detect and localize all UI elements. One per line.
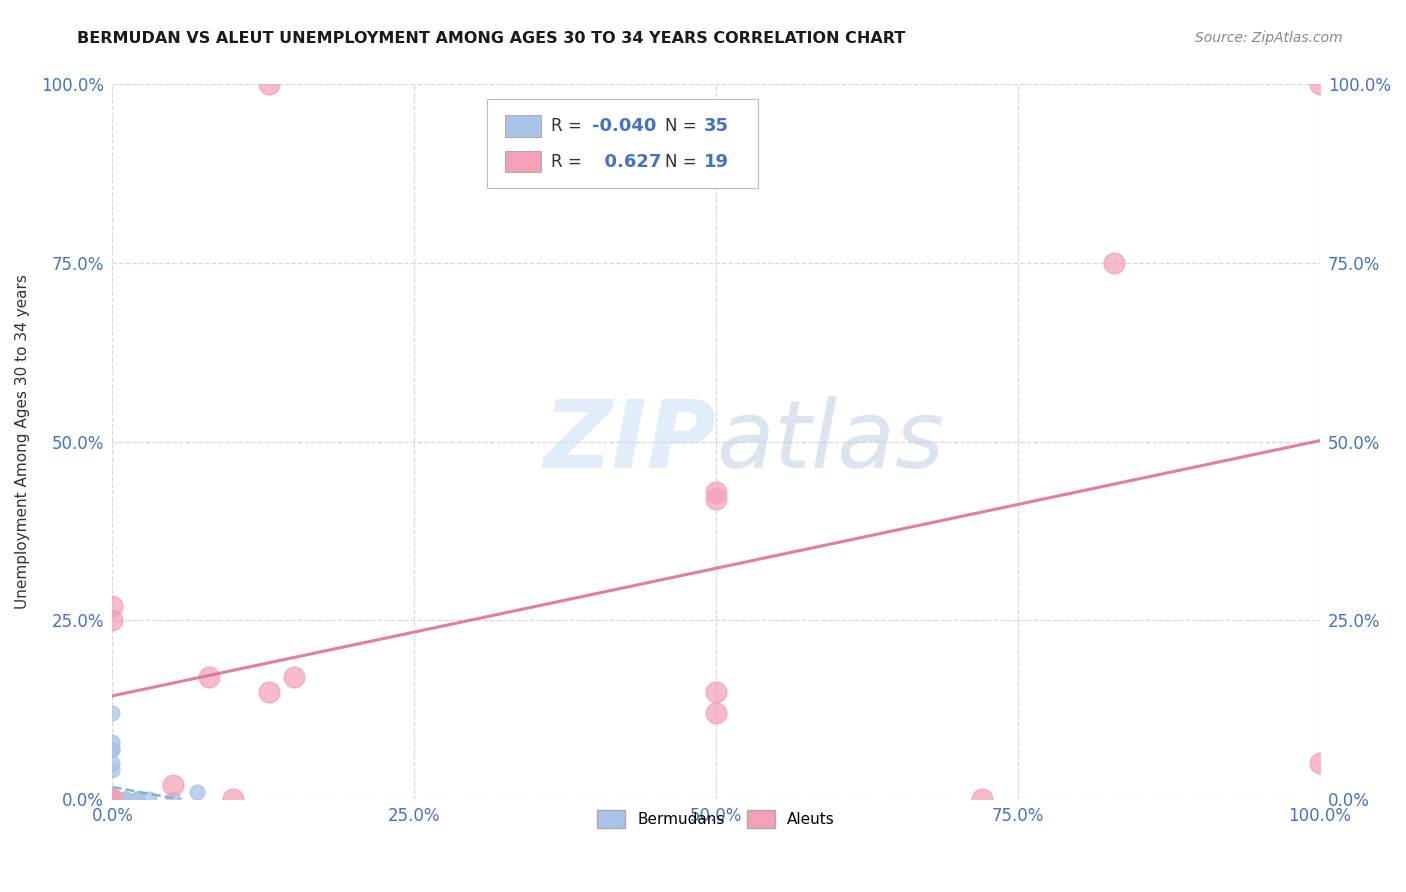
Point <box>101 613 124 627</box>
Point <box>114 792 136 806</box>
Point <box>101 792 124 806</box>
FancyBboxPatch shape <box>505 115 541 136</box>
Point <box>101 734 124 748</box>
Point <box>101 756 124 771</box>
Text: atlas: atlas <box>716 396 945 487</box>
Point <box>101 741 124 756</box>
Point <box>101 792 124 806</box>
Point <box>101 792 124 806</box>
Point <box>101 792 124 806</box>
Point <box>138 792 160 806</box>
Point <box>101 706 124 720</box>
Text: 0.627: 0.627 <box>592 153 661 170</box>
Point <box>101 792 124 806</box>
Point <box>101 792 124 806</box>
Point <box>704 491 727 506</box>
Point <box>101 599 124 613</box>
FancyBboxPatch shape <box>505 151 541 172</box>
Text: Source: ZipAtlas.com: Source: ZipAtlas.com <box>1195 31 1343 45</box>
Text: N =: N = <box>665 117 702 135</box>
Point <box>114 792 136 806</box>
Point <box>101 792 124 806</box>
Point <box>259 684 281 698</box>
Y-axis label: Unemployment Among Ages 30 to 34 years: Unemployment Among Ages 30 to 34 years <box>15 274 30 609</box>
Point <box>101 792 124 806</box>
Point <box>186 785 208 799</box>
Point <box>101 792 124 806</box>
Point <box>198 670 221 684</box>
Point <box>101 792 124 806</box>
Text: 35: 35 <box>704 117 728 135</box>
Point <box>125 792 148 806</box>
Point <box>222 792 245 806</box>
Point <box>162 792 184 806</box>
Point <box>101 792 124 806</box>
Point <box>162 778 184 792</box>
Point <box>283 670 305 684</box>
Text: R =: R = <box>551 117 586 135</box>
Point <box>114 792 136 806</box>
Point <box>101 792 124 806</box>
Point <box>1309 78 1331 92</box>
Point <box>101 792 124 806</box>
Text: -0.040: -0.040 <box>592 117 657 135</box>
Point <box>125 792 148 806</box>
Point <box>101 741 124 756</box>
Text: BERMUDAN VS ALEUT UNEMPLOYMENT AMONG AGES 30 TO 34 YEARS CORRELATION CHART: BERMUDAN VS ALEUT UNEMPLOYMENT AMONG AGE… <box>77 31 905 46</box>
Point <box>259 78 281 92</box>
Point <box>101 792 124 806</box>
Point <box>101 792 124 806</box>
Text: ZIP: ZIP <box>543 396 716 488</box>
Point <box>970 792 993 806</box>
Point <box>101 792 124 806</box>
Point <box>101 764 124 778</box>
Point <box>101 792 124 806</box>
Point <box>101 792 124 806</box>
Point <box>101 792 124 806</box>
Point <box>1309 756 1331 771</box>
Point <box>704 706 727 720</box>
Legend: Bermudans, Aleuts: Bermudans, Aleuts <box>591 805 841 834</box>
Point <box>704 484 727 499</box>
FancyBboxPatch shape <box>486 99 758 188</box>
Point <box>101 792 124 806</box>
Text: R =: R = <box>551 153 586 170</box>
Text: 19: 19 <box>704 153 728 170</box>
Point <box>101 792 124 806</box>
Point <box>101 792 124 806</box>
Text: N =: N = <box>665 153 702 170</box>
Point <box>1104 256 1126 270</box>
Point <box>704 684 727 698</box>
Point <box>101 792 124 806</box>
Point <box>101 741 124 756</box>
